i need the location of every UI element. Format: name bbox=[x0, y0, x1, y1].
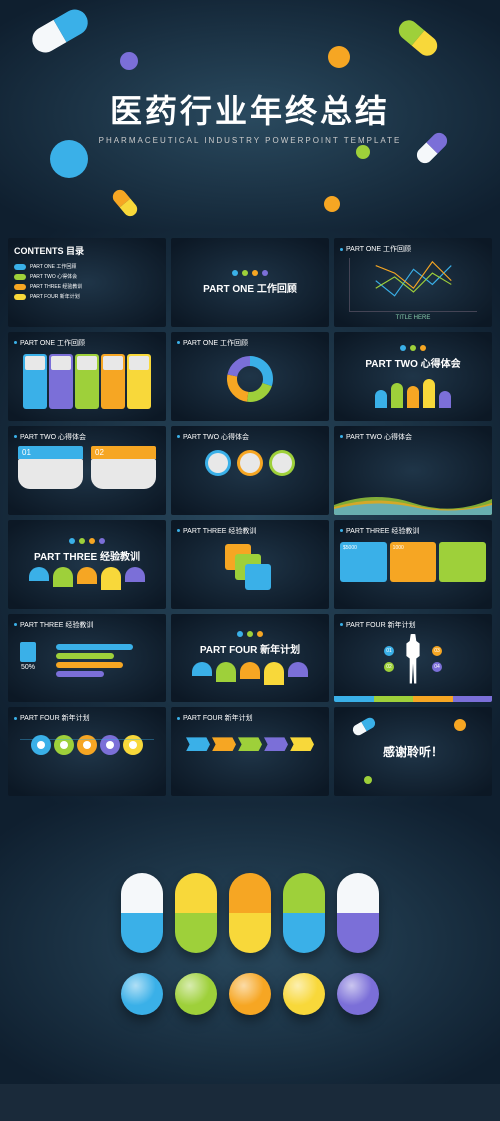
slide-thanks: 感谢聆听！ bbox=[334, 707, 492, 796]
slide-linechart: PART ONE 工作回顾 TITLE HERE bbox=[334, 238, 492, 327]
slide-label: PART ONE 工作回顾 bbox=[340, 244, 486, 254]
chart-caption: TITLE HERE bbox=[396, 315, 431, 321]
slide-hbars: PART THREE 经验教训 50% bbox=[8, 614, 166, 703]
slide-timeline: PART FOUR 新年计划 bbox=[8, 707, 166, 796]
contents-item: PART ONE 工作回顾 bbox=[14, 263, 160, 270]
slide-part2-divider: PART TWO 心得体会 bbox=[334, 332, 492, 421]
slide-twocards: PART TWO 心得体会 01 02 bbox=[8, 426, 166, 515]
slide-contents: CONTENTS 目录 PART ONE 工作回顾 PART TWO 心得体会 PA… bbox=[8, 238, 166, 327]
contents-heading: CONTENTS 目录 bbox=[14, 244, 160, 257]
slide-fivecols: PART ONE 工作回顾 bbox=[8, 332, 166, 421]
slide-wave: PART TWO 心得体会 bbox=[334, 426, 492, 515]
slide-steps: PART FOUR 新年计划 bbox=[171, 707, 329, 796]
hero-slide: 医药行业年终总结 PHARMACEUTICAL INDUSTRY POWERPO… bbox=[0, 0, 500, 230]
thanks-text: 感谢聆听！ bbox=[383, 743, 443, 760]
part1-title: PART ONE 工作回顾 bbox=[203, 280, 297, 295]
slide-body: PART FOUR 新年计划 0102 0304 bbox=[334, 614, 492, 703]
slides-grid: CONTENTS 目录 PART ONE 工作回顾PART TWO 心得体会PA… bbox=[0, 230, 500, 804]
slide-info3: PART THREE 经验教训 $50001000 bbox=[334, 520, 492, 609]
slide-circles: PART TWO 心得体会 bbox=[171, 426, 329, 515]
contents-item: PART FOUR 新年计划 bbox=[14, 293, 160, 300]
footer-showcase bbox=[0, 804, 500, 1084]
contents-item: PART THREE 经验教训 bbox=[14, 283, 160, 290]
slide-part1-divider: PART ONE 工作回顾 bbox=[171, 238, 329, 327]
slide-part3-divider: PART THREE 经验教训 bbox=[8, 520, 166, 609]
slide-squares: PART THREE 经验教训 bbox=[171, 520, 329, 609]
slide-donut: PART ONE 工作回顾 bbox=[171, 332, 329, 421]
hero-title: 医药行业年终总结 bbox=[110, 86, 390, 132]
hero-subtitle: PHARMACEUTICAL INDUSTRY POWERPOINT TEMPL… bbox=[99, 136, 402, 145]
slide-part4-divider: PART FOUR 新年计划 bbox=[171, 614, 329, 703]
contents-item: PART TWO 心得体会 bbox=[14, 273, 160, 280]
